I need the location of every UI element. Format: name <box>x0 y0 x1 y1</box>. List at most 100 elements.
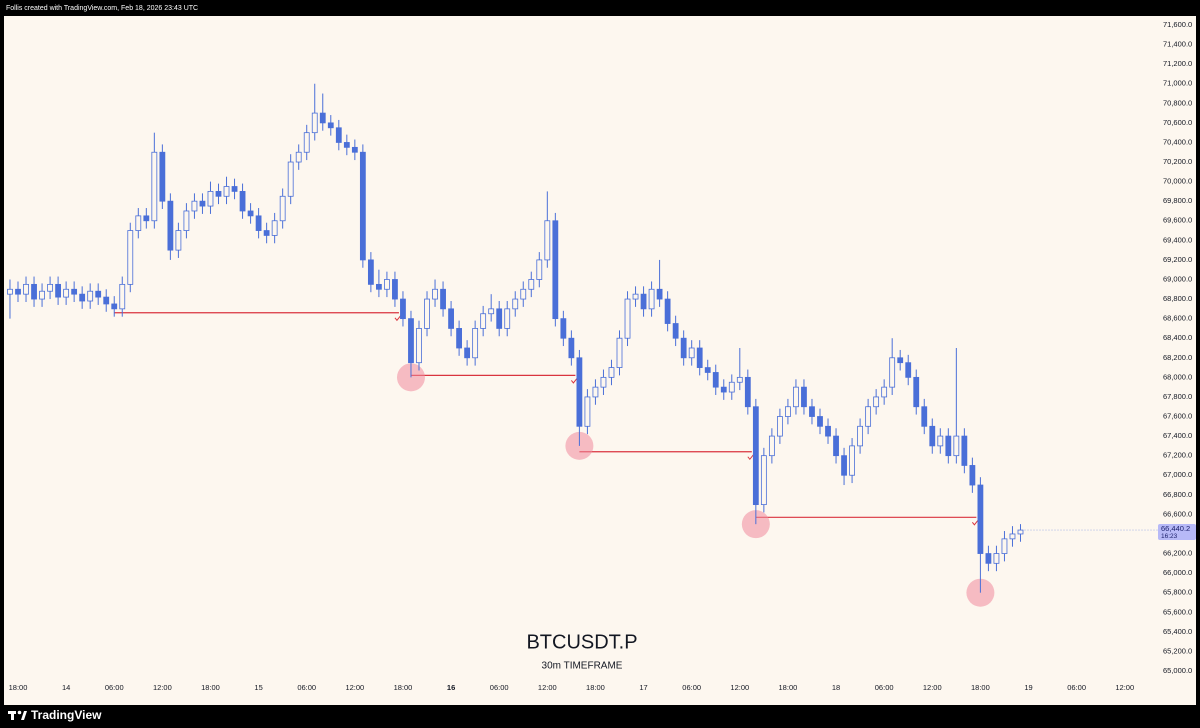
candle-body <box>985 553 992 564</box>
candle-body <box>464 347 471 359</box>
candle-body <box>183 210 190 231</box>
candle-body <box>881 386 888 398</box>
candle-body <box>223 186 230 197</box>
candle-body <box>945 435 952 457</box>
y-tick-label: 71,400.0 <box>1163 40 1192 49</box>
candle-body <box>801 386 807 408</box>
x-tick-label: 12:00 <box>730 683 749 692</box>
candle-body <box>841 455 847 476</box>
brand: TradingView <box>31 708 102 722</box>
candle-body <box>87 290 94 302</box>
x-tick-label: 14 <box>62 683 70 692</box>
candle-body <box>71 288 78 295</box>
candle-body <box>913 376 920 408</box>
candle-body <box>448 308 454 329</box>
y-tick-label: 70,400.0 <box>1163 137 1192 146</box>
x-tick-label: 16 <box>447 683 455 692</box>
candle-body <box>624 298 631 339</box>
candle-body <box>736 376 743 383</box>
candle-body <box>199 200 206 207</box>
y-tick-label: 66,800.0 <box>1163 490 1192 499</box>
last-price-badge <box>1158 524 1196 541</box>
candle-body <box>239 190 246 212</box>
x-tick-label: 06:00 <box>105 683 124 692</box>
candle-body <box>937 435 944 447</box>
y-tick-label: 70,800.0 <box>1163 98 1192 107</box>
candle-body <box>271 220 278 236</box>
x-tick-label: 18:00 <box>971 683 990 692</box>
candle-body <box>873 396 880 408</box>
candle-body <box>343 142 350 148</box>
candle-body <box>480 313 487 329</box>
check-icon <box>971 519 979 526</box>
candle-body <box>1017 529 1024 535</box>
last-price-label: 66,440.2 <box>1161 524 1190 533</box>
candle-body <box>664 298 671 324</box>
candle-body <box>191 200 198 212</box>
candle-body <box>31 283 37 300</box>
x-tick-label: 06:00 <box>297 683 316 692</box>
candle-body <box>247 210 254 217</box>
candle-body <box>777 416 783 437</box>
candle-body <box>472 328 479 359</box>
y-tick-label: 65,600.0 <box>1163 607 1192 616</box>
candle-body <box>432 288 438 300</box>
y-tick-label: 71,000.0 <box>1163 79 1192 88</box>
candle-body <box>728 381 735 393</box>
y-tick-label: 65,800.0 <box>1163 588 1192 597</box>
x-tick-label: 06:00 <box>490 683 509 692</box>
y-tick-label: 71,200.0 <box>1163 59 1192 68</box>
candle-body <box>584 396 591 427</box>
candle-body <box>897 357 904 364</box>
candle-body <box>215 190 222 197</box>
candle-body <box>255 215 262 231</box>
candle-body <box>817 416 823 427</box>
candle-body <box>400 298 406 320</box>
candle-body <box>367 259 374 285</box>
candle-body <box>111 303 118 310</box>
candle-body <box>809 406 815 417</box>
candle-body <box>793 386 799 408</box>
y-tick-label: 69,800.0 <box>1163 196 1192 205</box>
y-tick-label: 68,000.0 <box>1163 372 1192 381</box>
y-tick-label: 65,400.0 <box>1163 627 1192 636</box>
y-tick-label: 67,200.0 <box>1163 451 1192 460</box>
candle-body <box>889 357 896 388</box>
candle-body <box>953 435 960 457</box>
candle-body <box>175 230 182 251</box>
candle-body <box>520 288 527 300</box>
candle-body <box>929 425 936 447</box>
plot-background <box>4 16 1196 705</box>
check-icon <box>747 453 755 461</box>
candle-body <box>311 112 318 134</box>
candle-body <box>1001 538 1008 554</box>
candle-body <box>263 230 270 236</box>
y-tick-label: 69,000.0 <box>1163 274 1192 283</box>
x-tick-label: 18:00 <box>779 683 798 692</box>
candle-body <box>119 283 126 310</box>
y-tick-label: 69,200.0 <box>1163 255 1192 264</box>
candle-body <box>103 296 110 305</box>
candle-body <box>600 376 607 388</box>
candle-body <box>375 283 382 290</box>
y-tick-label: 69,400.0 <box>1163 235 1192 244</box>
chart-subtitle: 30m TIMEFRAME <box>542 661 623 672</box>
candle-body <box>656 288 663 300</box>
x-tick-label: 17 <box>639 683 647 692</box>
candle-body <box>576 357 583 427</box>
candle-body <box>424 298 430 329</box>
candle-body <box>857 425 863 447</box>
candle-body <box>47 283 53 292</box>
candle-body <box>416 328 422 364</box>
candle-body <box>616 337 623 368</box>
candle-body <box>865 406 872 427</box>
candle-body <box>1009 533 1016 540</box>
x-tick-label: 18:00 <box>201 683 220 692</box>
x-tick-label: 18:00 <box>394 683 413 692</box>
candle-body <box>287 161 294 197</box>
candle-body <box>592 386 599 398</box>
check-icon <box>570 377 578 384</box>
candle-body <box>23 283 29 295</box>
candle-body <box>552 220 559 320</box>
